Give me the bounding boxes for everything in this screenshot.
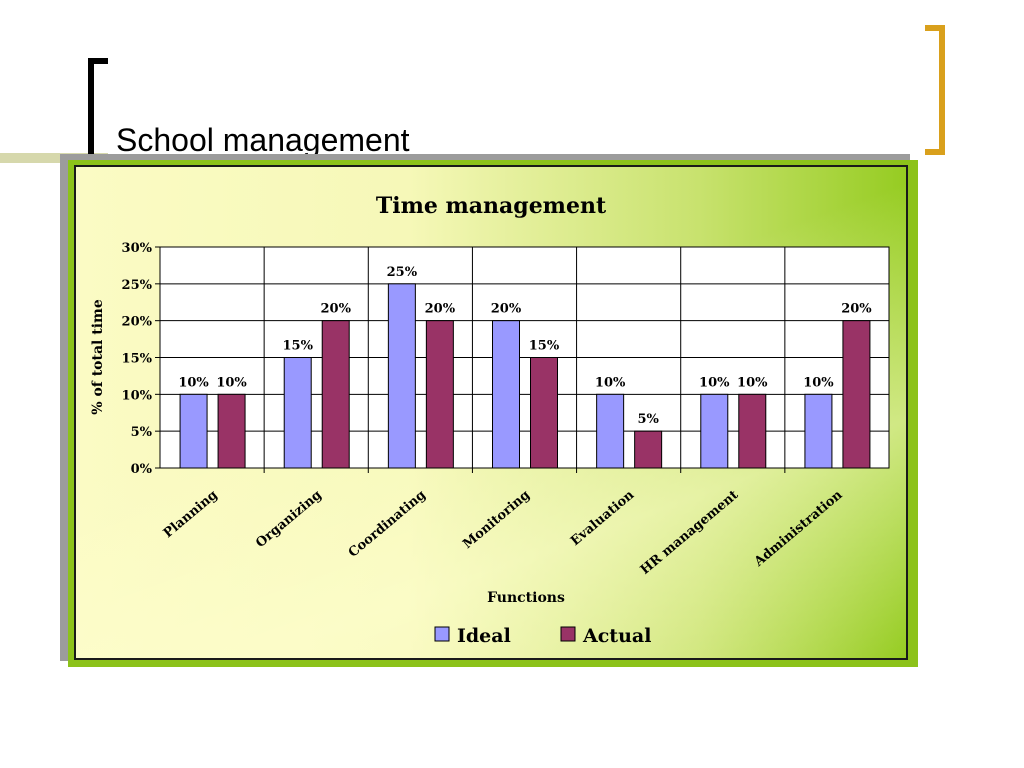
bar-ideal (283, 357, 312, 469)
data-label-ideal: 20% (491, 302, 522, 317)
bar-ideal (492, 320, 520, 469)
bar-actual (634, 430, 663, 469)
bar-ideal (804, 393, 833, 469)
x-category-label: Administration (751, 487, 846, 570)
y-tick-label: 30% (122, 241, 153, 256)
bars (179, 283, 871, 469)
data-label-actual: 20% (425, 302, 456, 317)
y-tick-label: 15% (122, 352, 153, 367)
bar-actual (425, 320, 454, 469)
x-category-label: HR management (638, 488, 741, 578)
data-label-ideal: 10% (178, 375, 209, 390)
y-axis-title: % of total time (90, 299, 106, 415)
chart-title: Time management (376, 193, 607, 219)
y-tick-label: 20% (122, 315, 153, 330)
bar-actual (530, 357, 558, 469)
bar-ideal (387, 283, 416, 469)
x-category-label: Organizing (253, 488, 325, 552)
data-label-ideal: 25% (387, 265, 418, 280)
legend: Ideal Actual (434, 625, 651, 647)
x-category-label: Coordinating (346, 488, 429, 561)
x-category-label: Evaluation (568, 487, 638, 549)
legend-swatch-actual (560, 626, 576, 642)
x-axis-categories: Planning Organizing Coordinating Monitoring… (161, 487, 846, 578)
bar-actual (321, 320, 350, 469)
legend-label-ideal: Ideal (457, 625, 511, 647)
x-category-label: Monitoring (460, 488, 533, 553)
data-label-actual: 20% (320, 302, 351, 317)
gridlines (155, 246, 889, 473)
data-label-actual: 10% (737, 375, 768, 390)
right-bracket-decoration (925, 25, 945, 155)
data-label-actual: 15% (529, 339, 560, 354)
y-axis-ticks: 0% 5% 10% 15% 20% 25% 30% (122, 241, 153, 477)
data-labels: 10% 10% 15% 20% 25% 20% 20% 15% 10% 5% 10% 10% 10% 20… (178, 265, 872, 427)
data-label-actual: 5% (637, 412, 659, 427)
data-label-actual: 10% (216, 375, 247, 390)
y-tick-label: 25% (122, 278, 153, 293)
slide-title: School management (116, 122, 410, 158)
legend-label-actual: Actual (582, 625, 651, 647)
data-label-ideal: 15% (282, 339, 313, 354)
y-tick-label: 10% (122, 388, 153, 403)
data-label-ideal: 10% (595, 375, 626, 390)
y-tick-label: 5% (131, 425, 153, 440)
data-label-actual: 20% (841, 302, 872, 317)
bar-actual (217, 393, 246, 469)
data-label-ideal: 10% (803, 375, 834, 390)
left-bracket-decoration (88, 58, 108, 160)
bar-ideal (179, 393, 208, 469)
data-label-ideal: 10% (699, 375, 730, 390)
bar-chart: Time management 0%5%10%15%20%25%30% 10% 1… (90, 193, 890, 647)
y-tick-label: 0% (131, 462, 153, 477)
bar-ideal (700, 393, 729, 469)
decorative-band (0, 153, 108, 163)
bar-ideal (596, 393, 625, 469)
bar-actual (738, 393, 767, 469)
bar-actual (842, 320, 871, 469)
x-axis-title: Functions (487, 590, 565, 606)
legend-swatch-ideal (434, 626, 450, 642)
x-category-label: Planning (161, 488, 221, 542)
